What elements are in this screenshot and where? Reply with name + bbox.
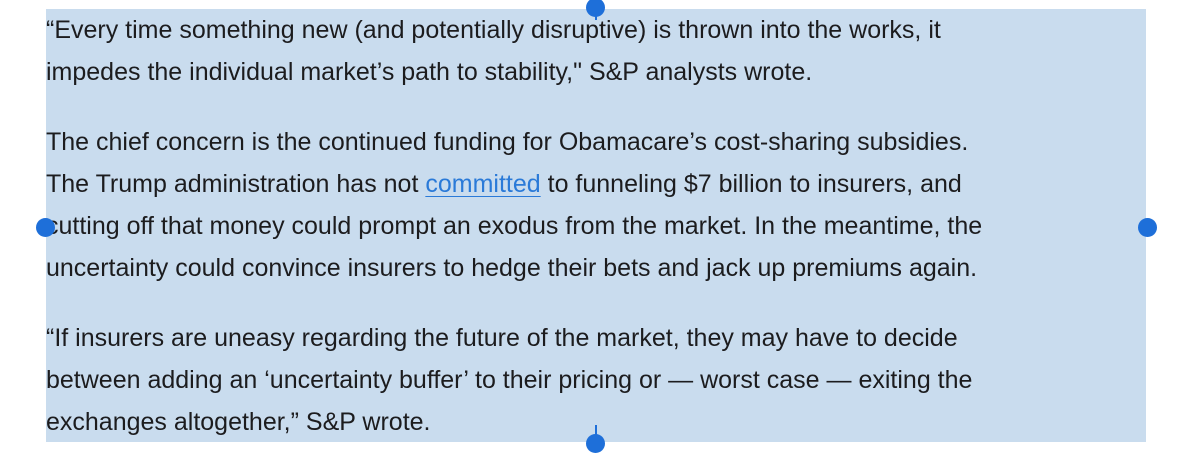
- paragraph-2-line-1: The chief concern is the continued fundi…: [46, 128, 969, 156]
- paragraph-2-line-3: cutting off that money could prompt an e…: [46, 212, 983, 240]
- paragraph-3: “If insurers are uneasy regarding the fu…: [46, 317, 1156, 443]
- paragraph-2-line-4: uncertainty could convince insurers to h…: [46, 254, 978, 282]
- paragraph-1-line-2: impedes the individual market’s path to …: [46, 58, 813, 86]
- paragraph-1-line-1: “Every time something new (and potential…: [46, 16, 941, 44]
- selection-handle-bottom[interactable]: [586, 434, 605, 453]
- paragraph-2: The chief concern is the continued fundi…: [46, 121, 1156, 289]
- paragraph-2-line-2-end: to funneling $7 billion to insurers, and: [540, 170, 962, 198]
- committed-link[interactable]: committed: [425, 170, 541, 198]
- paragraph-2-line-2-start: The Trump administration has not: [46, 170, 426, 198]
- text-selection-highlight: [46, 9, 1146, 442]
- selection-handle-left[interactable]: [36, 218, 55, 237]
- article-body[interactable]: “Every time something new (and potential…: [46, 9, 1156, 443]
- paragraph-1: “Every time something new (and potential…: [46, 9, 1156, 93]
- paragraph-2-line-2: The Trump administration has not committ…: [46, 163, 1156, 205]
- paragraph-3-line-3: exchanges altogether,” S&P wrote.: [46, 408, 431, 436]
- selection-handle-right[interactable]: [1138, 218, 1157, 237]
- paragraph-3-line-1: “If insurers are uneasy regarding the fu…: [46, 324, 958, 352]
- paragraph-3-line-2: between adding an ‘uncertainty buffer’ t…: [46, 366, 973, 394]
- selection-handle-bottom-stem: [595, 425, 597, 437]
- selection-handle-top[interactable]: [586, 0, 605, 17]
